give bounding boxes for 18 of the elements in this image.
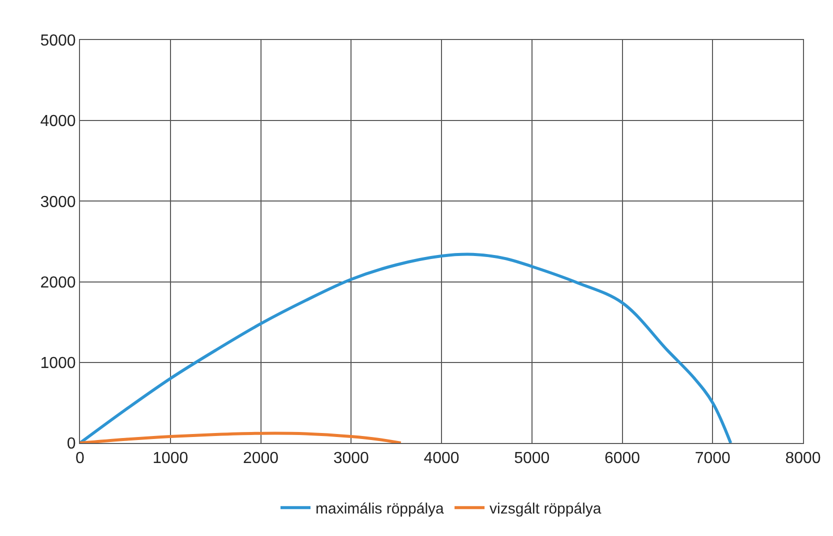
- x-tick-label: 3000: [333, 450, 370, 468]
- x-tick-label: 6000: [604, 450, 640, 468]
- line-series: [80, 432, 402, 443]
- legend-label: vizsgált röppálya: [490, 500, 602, 518]
- x-tick-label: 1000: [152, 450, 188, 468]
- x-tick-label: 4000: [424, 450, 460, 468]
- y-tick-label: 4000: [40, 113, 76, 130]
- legend-label: maximális röppálya: [316, 500, 445, 518]
- x-tick-label: 5000: [514, 450, 550, 468]
- x-tick-label: 8000: [785, 450, 821, 468]
- y-tick-label: 3000: [40, 194, 76, 211]
- y-tick-label: 2000: [40, 274, 76, 292]
- y-tick-label: 5000: [40, 32, 76, 50]
- x-tick-label: 2000: [242, 450, 279, 468]
- y-tick-label: 0: [66, 436, 76, 453]
- y-tick-label: 1000: [40, 355, 76, 372]
- x-tick-label: 7000: [694, 450, 731, 468]
- line-series: [80, 252, 732, 443]
